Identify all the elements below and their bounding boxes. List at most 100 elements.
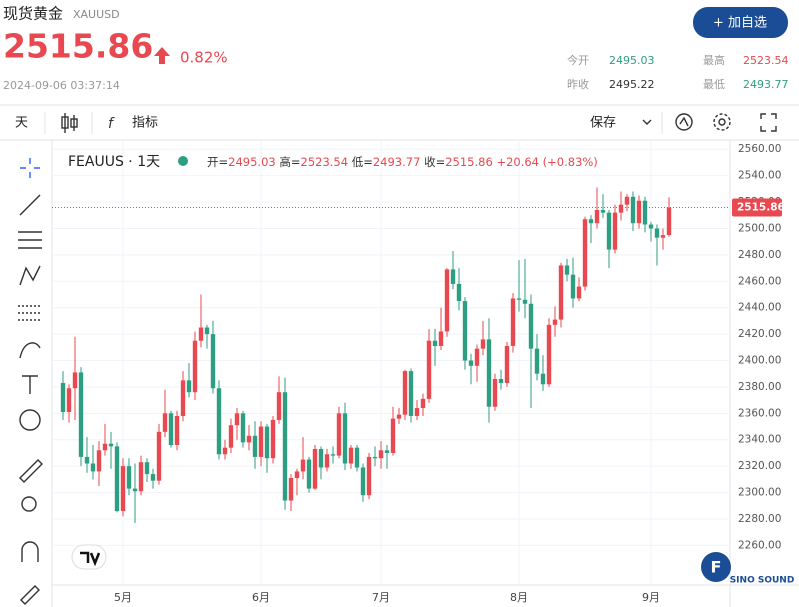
- line-tool-icon[interactable]: [19, 194, 41, 216]
- stat-label: 昨收: [567, 77, 589, 91]
- candle-body: [618, 204, 624, 213]
- fullscreen-icon[interactable]: [760, 113, 777, 132]
- candle-body: [528, 303, 534, 349]
- candle-body: [480, 339, 486, 349]
- candle-body: [600, 209, 606, 213]
- legend-change-pct: (+0.83%): [543, 155, 598, 169]
- candle-body: [558, 265, 564, 320]
- candle-body: [258, 426, 264, 457]
- candle-body: [474, 348, 480, 366]
- candle-body: [252, 435, 258, 457]
- save-button[interactable]: 保存: [590, 116, 616, 131]
- candle-body: [342, 413, 348, 464]
- chevron[interactable]: [642, 119, 652, 125]
- candle-body: [126, 466, 132, 489]
- candle-body: [246, 435, 252, 443]
- pencil-icon[interactable]: [20, 585, 40, 605]
- candle-body: [114, 446, 120, 512]
- status-dot: [178, 156, 188, 166]
- candle-body: [270, 419, 276, 459]
- tv-logo: [71, 544, 107, 570]
- last-price-label: 2515.86: [737, 202, 785, 214]
- magnet-icon[interactable]: [21, 541, 39, 562]
- candle-body: [186, 380, 192, 393]
- add-button-label[interactable]: + 加自选: [713, 16, 767, 31]
- candle-body: [504, 345, 510, 383]
- y-tick-label: 2320.00: [738, 460, 781, 472]
- candle-body: [264, 426, 270, 459]
- projection-icon[interactable]: [18, 305, 42, 321]
- y-tick-label: 2260.00: [738, 539, 781, 551]
- candle-body: [234, 413, 240, 426]
- candle-body: [396, 414, 402, 419]
- legend-change: +20.64: [496, 155, 539, 169]
- candle-body: [174, 415, 180, 446]
- candle-body: [570, 274, 576, 299]
- fx-icon[interactable]: f: [108, 116, 115, 132]
- indicators-button[interactable]: 指标: [132, 116, 158, 131]
- add-button[interactable]: [693, 7, 788, 38]
- text-icon[interactable]: [22, 375, 38, 394]
- candle-body: [192, 340, 198, 393]
- y-tick-label: 2300.00: [738, 487, 781, 499]
- labels: 2260.00 2280.00 2300.00 2320.00 2340.00 2360.…: [114, 143, 785, 604]
- interval-button[interactable]: 天: [15, 116, 28, 131]
- legend-label: 低=: [352, 155, 373, 169]
- candle-body: [372, 456, 378, 459]
- stat-value: 2495.03: [609, 54, 655, 67]
- candle-body: [378, 450, 384, 459]
- watermark: SINO SOUND: [730, 576, 795, 586]
- candle-body: [444, 269, 450, 332]
- alert-icon[interactable]: [675, 113, 693, 131]
- candle-body: [630, 196, 636, 224]
- candle-body: [96, 450, 102, 472]
- stat-value: 2495.22: [609, 78, 655, 91]
- candle-body: [456, 283, 462, 302]
- chart-type-icon[interactable]: [61, 113, 78, 133]
- chart-title: FEAUUS · 1天: [68, 154, 160, 170]
- candle-body: [594, 209, 600, 224]
- candle-body: [438, 331, 444, 346]
- candle-body: [546, 324, 552, 385]
- candle-body: [486, 339, 492, 407]
- legend-value: 2515.86: [445, 155, 493, 169]
- zoom-icon[interactable]: [21, 496, 37, 512]
- settings-icon[interactable]: [713, 113, 731, 131]
- candle-body: [144, 462, 150, 475]
- ruler-icon[interactable]: [19, 459, 43, 483]
- candle-body: [414, 408, 420, 416]
- candle-body: [318, 448, 324, 468]
- watermark-logo: F: [701, 552, 731, 582]
- candle-body: [204, 327, 210, 335]
- y-tick-label: 2400.00: [738, 355, 781, 367]
- candle-body: [312, 448, 318, 489]
- candle-body: [240, 413, 246, 443]
- x-tick-label: 8月: [510, 591, 528, 604]
- up-arrow: [154, 47, 170, 64]
- candle-body: [222, 447, 228, 455]
- pattern-icon[interactable]: [19, 265, 41, 286]
- x-tick-label: 9月: [642, 591, 660, 604]
- y-tick-label: 2360.00: [738, 407, 781, 419]
- candle-body: [354, 447, 360, 468]
- candle-body: [606, 212, 612, 250]
- y-tick-label: 2420.00: [738, 328, 781, 340]
- emoji-icon[interactable]: [19, 409, 41, 431]
- candle-body: [216, 388, 222, 455]
- change: 0.82%: [180, 49, 228, 67]
- candle-body: [282, 392, 288, 501]
- candle-body: [330, 454, 336, 456]
- candle-body: [420, 398, 426, 409]
- legend-label: 收=: [424, 155, 445, 169]
- y-tick-label: 2560.00: [738, 143, 781, 155]
- candle-body: [516, 298, 522, 300]
- candle-body: [360, 467, 366, 496]
- candle-body: [210, 334, 216, 389]
- candle-body: [198, 327, 204, 341]
- brush-icon[interactable]: [19, 342, 41, 359]
- fib-icon[interactable]: [18, 231, 42, 249]
- candle-body: [402, 371, 408, 415]
- candle-body: [84, 456, 90, 464]
- crosshair-icon[interactable]: [20, 158, 40, 178]
